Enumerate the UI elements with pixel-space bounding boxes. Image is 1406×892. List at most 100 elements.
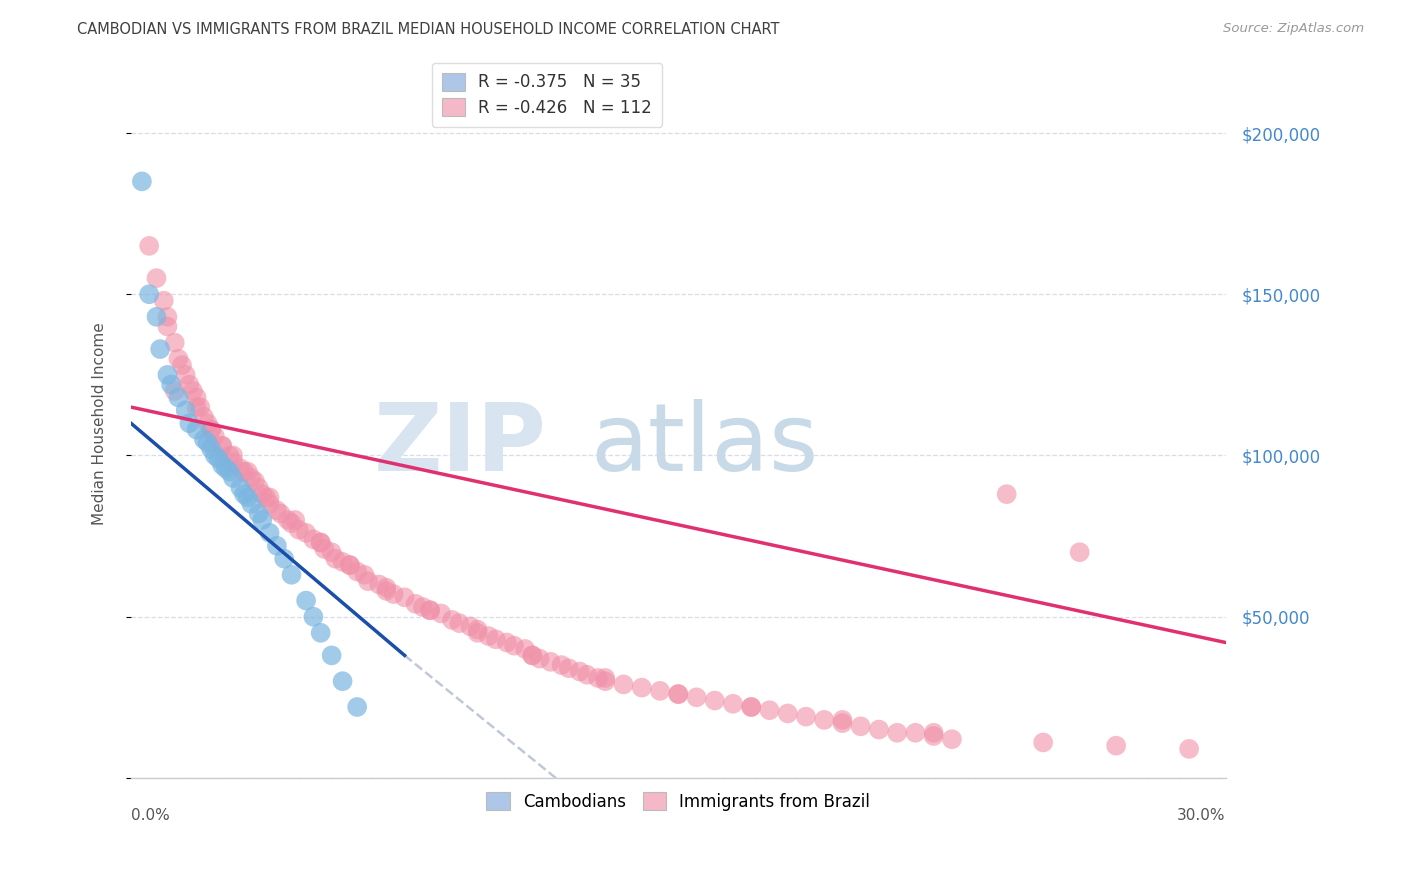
Point: [495, 635, 517, 649]
Point: [467, 623, 489, 637]
Point: [394, 591, 416, 605]
Point: [266, 503, 288, 517]
Point: [179, 416, 201, 430]
Point: [1032, 735, 1054, 749]
Point: [145, 271, 167, 285]
Text: 30.0%: 30.0%: [1177, 808, 1226, 823]
Point: [430, 607, 453, 621]
Point: [485, 632, 508, 647]
Point: [758, 703, 780, 717]
Point: [441, 613, 464, 627]
Point: [666, 687, 689, 701]
Point: [197, 416, 219, 430]
Point: [273, 551, 295, 566]
Point: [595, 674, 617, 689]
Point: [160, 377, 183, 392]
Point: [529, 651, 551, 665]
Point: [568, 665, 591, 679]
Point: [1105, 739, 1128, 753]
Point: [522, 648, 544, 663]
Point: [831, 713, 853, 727]
Text: atlas: atlas: [591, 399, 818, 491]
Point: [179, 377, 201, 392]
Point: [240, 497, 263, 511]
Point: [302, 533, 325, 547]
Point: [740, 700, 762, 714]
Text: Source: ZipAtlas.com: Source: ZipAtlas.com: [1223, 22, 1364, 36]
Point: [419, 603, 441, 617]
Legend: Cambodians, Immigrants from Brazil: Cambodians, Immigrants from Brazil: [478, 784, 879, 819]
Point: [233, 487, 256, 501]
Point: [149, 342, 172, 356]
Point: [703, 693, 725, 707]
Point: [666, 687, 689, 701]
Point: [167, 391, 190, 405]
Point: [259, 491, 281, 505]
Point: [922, 729, 945, 743]
Point: [222, 471, 245, 485]
Point: [302, 609, 325, 624]
Text: 0.0%: 0.0%: [131, 808, 170, 823]
Point: [252, 513, 274, 527]
Point: [467, 625, 489, 640]
Point: [222, 449, 245, 463]
Point: [247, 507, 270, 521]
Point: [721, 697, 744, 711]
Point: [222, 455, 245, 469]
Point: [1178, 742, 1201, 756]
Point: [449, 616, 471, 631]
Point: [243, 475, 266, 489]
Point: [368, 577, 391, 591]
Point: [612, 677, 634, 691]
Point: [204, 429, 226, 443]
Point: [204, 449, 226, 463]
Point: [339, 558, 361, 573]
Point: [586, 671, 609, 685]
Point: [240, 471, 263, 485]
Point: [167, 351, 190, 366]
Point: [540, 655, 562, 669]
Point: [357, 574, 380, 589]
Point: [321, 648, 343, 663]
Point: [229, 481, 252, 495]
Point: [266, 539, 288, 553]
Point: [595, 671, 617, 685]
Point: [138, 239, 160, 253]
Point: [156, 319, 179, 334]
Point: [247, 481, 270, 495]
Text: ZIP: ZIP: [374, 399, 547, 491]
Point: [558, 661, 581, 675]
Point: [163, 335, 186, 350]
Point: [309, 535, 332, 549]
Point: [163, 384, 186, 398]
Point: [332, 555, 354, 569]
Point: [346, 700, 368, 714]
Point: [477, 629, 499, 643]
Point: [200, 442, 222, 456]
Point: [280, 516, 302, 531]
Point: [280, 567, 302, 582]
Point: [186, 391, 208, 405]
Text: CAMBODIAN VS IMMIGRANTS FROM BRAZIL MEDIAN HOUSEHOLD INCOME CORRELATION CHART: CAMBODIAN VS IMMIGRANTS FROM BRAZIL MEDI…: [77, 22, 780, 37]
Point: [193, 433, 215, 447]
Point: [138, 287, 160, 301]
Point: [353, 567, 375, 582]
Point: [346, 565, 368, 579]
Point: [174, 368, 197, 382]
Point: [309, 535, 332, 549]
Point: [288, 523, 311, 537]
Point: [339, 558, 361, 573]
Point: [254, 491, 277, 505]
Point: [252, 487, 274, 501]
Point: [405, 597, 427, 611]
Point: [513, 642, 536, 657]
Point: [197, 435, 219, 450]
Point: [503, 639, 526, 653]
Point: [904, 726, 927, 740]
Point: [412, 600, 434, 615]
Point: [229, 461, 252, 475]
Point: [995, 487, 1018, 501]
Point: [382, 587, 405, 601]
Point: [323, 551, 346, 566]
Point: [295, 593, 318, 607]
